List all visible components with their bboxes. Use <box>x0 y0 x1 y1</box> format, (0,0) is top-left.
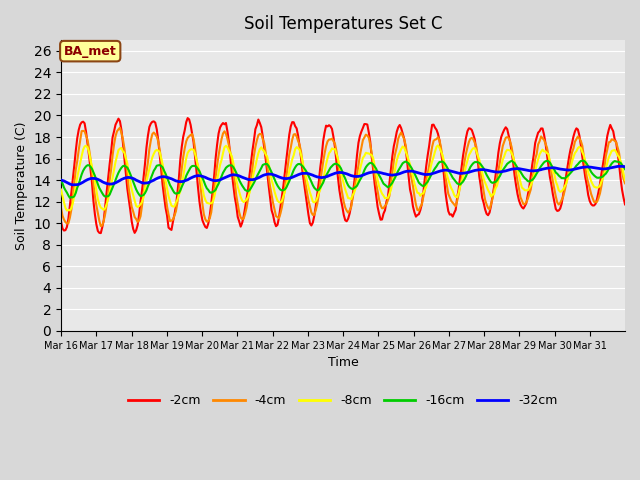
-16cm <box>461 176 468 182</box>
-8cm <box>462 163 470 169</box>
-32cm <box>621 164 629 169</box>
-2cm <box>97 230 104 236</box>
-16cm <box>580 158 588 164</box>
-8cm <box>620 171 627 177</box>
-2cm <box>76 122 84 128</box>
-8cm <box>63 208 71 214</box>
-16cm <box>545 158 552 164</box>
-4cm <box>462 151 470 156</box>
-2cm <box>94 228 102 234</box>
-16cm <box>57 177 65 183</box>
-4cm <box>94 210 102 216</box>
-16cm <box>78 171 86 177</box>
-4cm <box>57 205 65 211</box>
-8cm <box>349 192 356 198</box>
-4cm <box>350 187 358 193</box>
-16cm <box>621 166 629 172</box>
-2cm <box>621 202 629 207</box>
-2cm <box>57 218 65 224</box>
-8cm <box>95 202 103 207</box>
-2cm <box>462 135 470 141</box>
-4cm <box>97 223 104 229</box>
-2cm <box>620 195 627 201</box>
-32cm <box>95 177 103 183</box>
-32cm <box>620 164 627 169</box>
Legend: -2cm, -4cm, -8cm, -16cm, -32cm: -2cm, -4cm, -8cm, -16cm, -32cm <box>124 389 563 412</box>
X-axis label: Time: Time <box>328 356 358 369</box>
-16cm <box>620 164 627 169</box>
-8cm <box>434 143 442 148</box>
-4cm <box>76 138 84 144</box>
-2cm <box>184 115 191 121</box>
Line: -2cm: -2cm <box>61 118 625 233</box>
-16cm <box>349 186 356 192</box>
-2cm <box>546 174 554 180</box>
-16cm <box>95 185 103 191</box>
-4cm <box>116 125 124 131</box>
-2cm <box>350 181 358 187</box>
Line: -32cm: -32cm <box>61 166 625 185</box>
-4cm <box>546 160 554 166</box>
-32cm <box>349 173 356 179</box>
Y-axis label: Soil Temperature (C): Soil Temperature (C) <box>15 121 28 250</box>
-8cm <box>78 153 86 159</box>
-8cm <box>57 187 65 192</box>
-8cm <box>621 177 629 183</box>
-4cm <box>620 176 627 182</box>
-32cm <box>78 180 86 186</box>
Text: BA_met: BA_met <box>64 45 116 58</box>
-32cm <box>615 163 623 169</box>
Line: -16cm: -16cm <box>61 161 625 198</box>
-32cm <box>69 182 77 188</box>
-4cm <box>621 180 629 186</box>
Title: Soil Temperatures Set C: Soil Temperatures Set C <box>244 15 442 33</box>
-32cm <box>545 165 552 171</box>
-32cm <box>57 177 65 183</box>
-32cm <box>461 170 468 176</box>
Line: -4cm: -4cm <box>61 128 625 226</box>
Line: -8cm: -8cm <box>61 145 625 211</box>
-16cm <box>66 195 74 201</box>
-8cm <box>546 159 554 165</box>
